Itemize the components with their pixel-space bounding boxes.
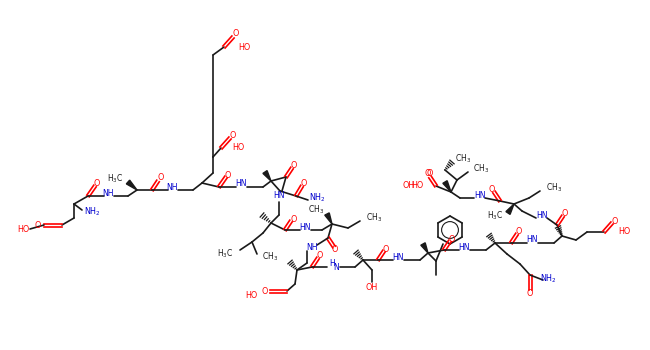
Polygon shape bbox=[126, 180, 137, 190]
Text: NH: NH bbox=[306, 244, 318, 252]
Text: HO: HO bbox=[18, 224, 30, 233]
Text: HN: HN bbox=[536, 210, 548, 219]
Text: O: O bbox=[425, 169, 431, 178]
Text: O: O bbox=[225, 170, 231, 180]
Text: H$_3$C: H$_3$C bbox=[107, 173, 123, 185]
Text: O: O bbox=[332, 245, 338, 254]
Text: O: O bbox=[317, 252, 323, 260]
Text: HN: HN bbox=[235, 180, 247, 189]
Text: CH$_3$: CH$_3$ bbox=[473, 163, 489, 175]
Text: O: O bbox=[158, 174, 164, 182]
Polygon shape bbox=[325, 213, 332, 224]
Text: H: H bbox=[329, 259, 335, 268]
Text: O: O bbox=[230, 131, 236, 140]
Text: OH: OH bbox=[366, 282, 378, 292]
Text: O: O bbox=[516, 228, 522, 237]
Text: HN: HN bbox=[458, 243, 470, 252]
Text: OH: OH bbox=[403, 182, 415, 190]
Text: O: O bbox=[291, 215, 297, 224]
Text: CH$_3$: CH$_3$ bbox=[366, 212, 382, 224]
Text: NH: NH bbox=[166, 182, 177, 191]
Polygon shape bbox=[506, 204, 514, 215]
Text: O: O bbox=[291, 161, 297, 170]
Text: O: O bbox=[612, 217, 618, 225]
Text: O: O bbox=[35, 220, 41, 230]
Text: H$_3$C: H$_3$C bbox=[487, 210, 503, 222]
Text: HO: HO bbox=[411, 182, 423, 190]
Text: HN: HN bbox=[526, 236, 538, 245]
Text: N: N bbox=[333, 264, 339, 273]
Text: HN: HN bbox=[299, 223, 311, 231]
Text: NH$_2$: NH$_2$ bbox=[84, 206, 101, 218]
Text: O: O bbox=[301, 180, 307, 189]
Text: CH$_3$: CH$_3$ bbox=[308, 204, 324, 216]
Text: HO: HO bbox=[232, 144, 244, 153]
Polygon shape bbox=[263, 170, 271, 181]
Text: O: O bbox=[383, 245, 389, 253]
Text: HO: HO bbox=[618, 228, 630, 237]
Polygon shape bbox=[443, 181, 451, 192]
Text: O: O bbox=[427, 169, 433, 178]
Text: CH$_3$: CH$_3$ bbox=[455, 153, 471, 165]
Text: HO: HO bbox=[238, 42, 250, 51]
Text: O: O bbox=[526, 289, 533, 299]
Text: O: O bbox=[489, 186, 495, 195]
Text: CH$_3$: CH$_3$ bbox=[546, 182, 562, 194]
Text: O: O bbox=[233, 29, 239, 38]
Text: NH: NH bbox=[102, 189, 114, 197]
Text: O: O bbox=[562, 210, 568, 218]
Text: O: O bbox=[94, 180, 100, 189]
Text: NH$_2$: NH$_2$ bbox=[540, 273, 557, 285]
Text: CH$_3$: CH$_3$ bbox=[262, 251, 278, 263]
Text: HN: HN bbox=[474, 190, 486, 199]
Text: HN: HN bbox=[273, 190, 285, 199]
Text: O: O bbox=[262, 287, 268, 295]
Text: HN: HN bbox=[392, 252, 404, 261]
Text: NH$_2$: NH$_2$ bbox=[309, 192, 326, 204]
Text: O: O bbox=[448, 234, 455, 244]
Text: HO: HO bbox=[245, 290, 257, 300]
Polygon shape bbox=[421, 243, 428, 253]
Text: H$_3$C: H$_3$C bbox=[216, 248, 233, 260]
